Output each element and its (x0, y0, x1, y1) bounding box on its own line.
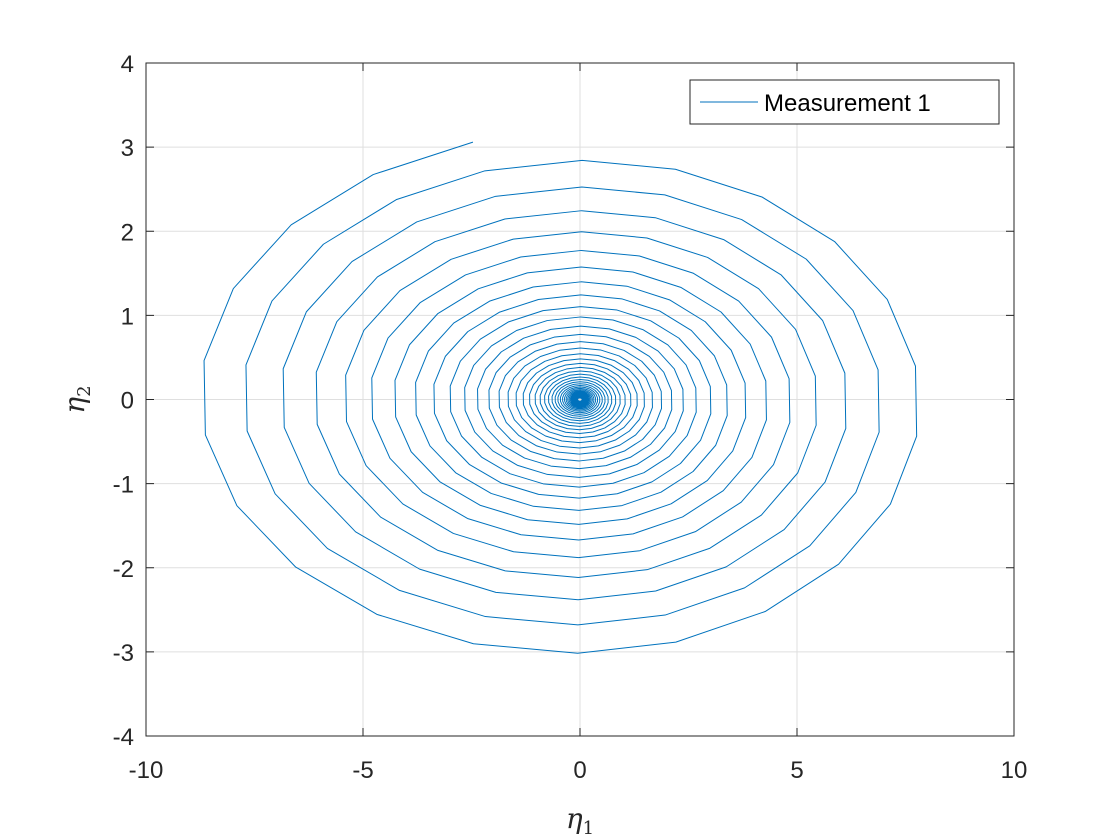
axis-ticks (145, 62, 1015, 737)
y-tick-label: 1 (121, 303, 134, 330)
plot-area (203, 141, 918, 654)
y-tick-label: 2 (121, 219, 134, 246)
y-axis-label-sub: 2 (74, 385, 95, 396)
y-tick-label: 0 (121, 388, 134, 415)
x-tick-label: -10 (129, 757, 164, 784)
x-axis-label-sub: 1 (583, 818, 594, 839)
x-axis-label: η1 (566, 802, 594, 839)
x-tick-label: 5 (790, 757, 803, 784)
legend-entry-measurement-1: Measurement 1 (764, 90, 931, 117)
y-tick-label: 3 (121, 135, 134, 162)
x-tick-label: 10 (1001, 757, 1028, 784)
x-tick-label: -5 (352, 757, 373, 784)
legend: Measurement 1 (689, 79, 1000, 125)
y-axis-label: η2 (58, 385, 95, 413)
y-tick-label: -3 (113, 640, 134, 667)
y-tick-label: -4 (113, 724, 134, 751)
series-line-measurement-1 (203, 141, 918, 654)
y-tick-label: 4 (121, 51, 134, 78)
y-tick-label: -1 (113, 472, 134, 499)
x-tick-labels: -10 -5 0 5 10 (129, 757, 1028, 784)
y-tick-label: -2 (113, 556, 134, 583)
x-tick-label: 0 (573, 757, 586, 784)
y-axis-label-base: η (58, 397, 91, 414)
x-axis-label-base: η (566, 802, 583, 835)
y-tick-labels: -4 -3 -2 -1 0 1 2 3 4 (113, 51, 134, 751)
